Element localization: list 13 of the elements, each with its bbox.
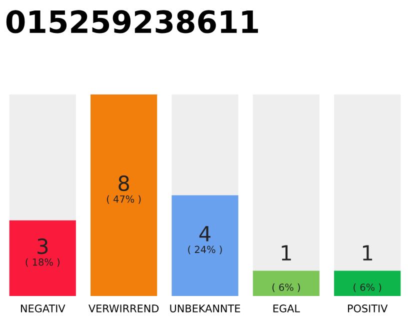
x-tick-label: VERWIRREND	[88, 304, 159, 312]
data-label: 4 ( 24% )	[188, 226, 222, 254]
data-label: 8 ( 47% )	[106, 175, 141, 204]
bar	[334, 270, 401, 296]
data-label: 1 ( 6% )	[272, 245, 300, 292]
x-tick-label: POSITIV	[348, 304, 388, 312]
x-tick-label: NEGATIV	[21, 304, 66, 312]
chart-title: 015259238611	[6, 10, 258, 34]
data-label: 3 ( 18% )	[26, 238, 60, 267]
x-tick-label: EGAL	[273, 304, 300, 312]
x-tick-label: UNBEKANNTE	[170, 304, 240, 312]
data-label: 1 ( 6% )	[354, 245, 382, 292]
bar	[252, 270, 320, 296]
